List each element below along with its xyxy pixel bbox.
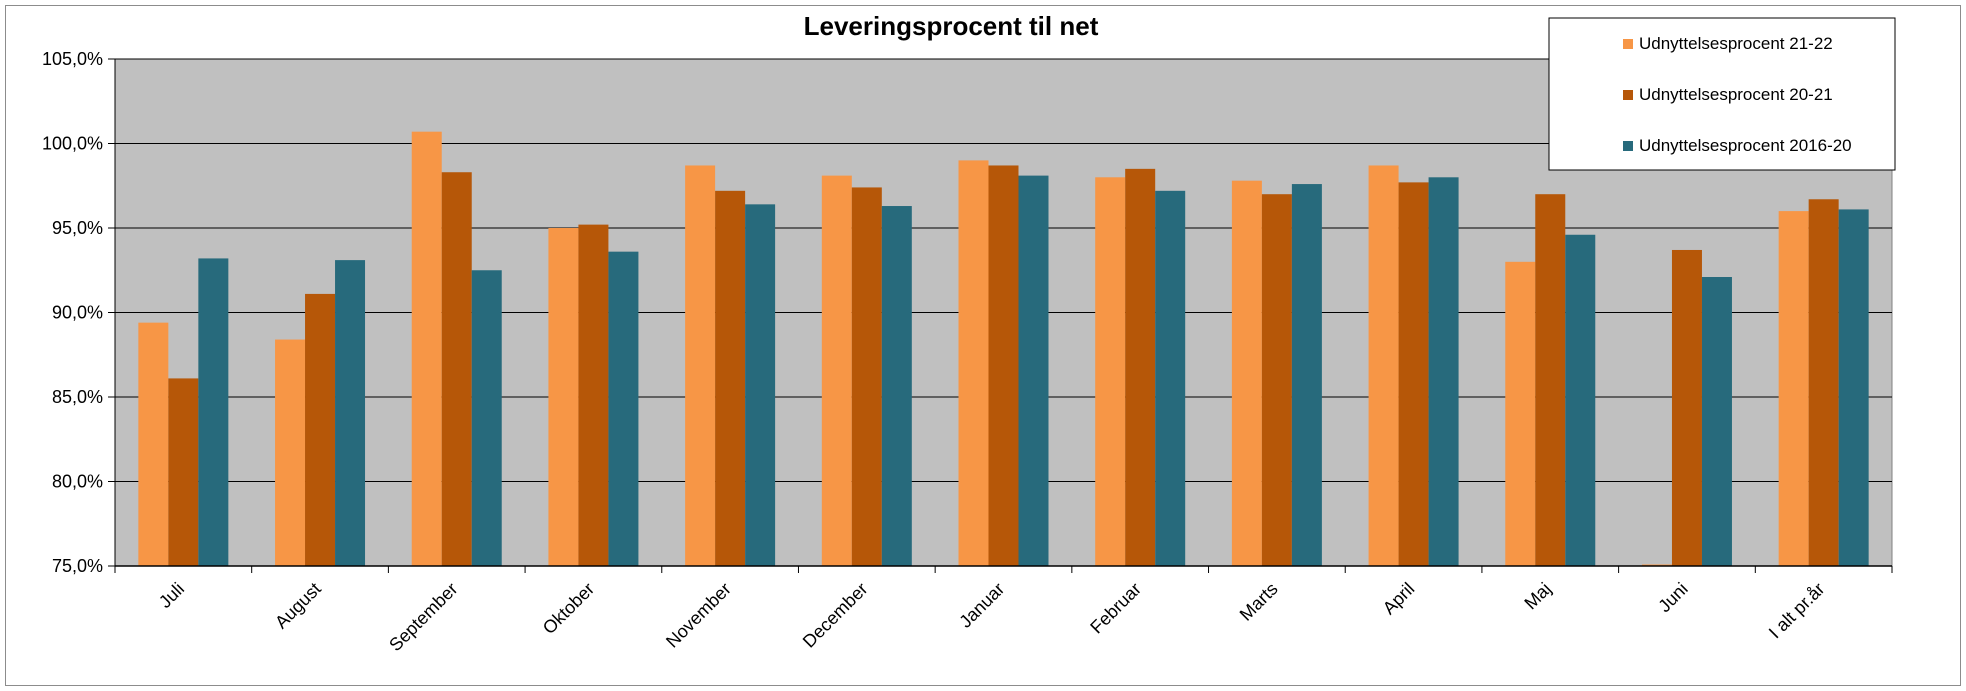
x-tick-label: Marts	[1236, 579, 1282, 625]
legend-label: Udnyttelsesprocent 21-22	[1639, 34, 1833, 53]
bar	[1231, 180, 1262, 566]
bar	[851, 187, 882, 566]
x-tick-label: I alt pr.år	[1765, 579, 1829, 643]
bar	[441, 172, 472, 567]
bar	[988, 165, 1019, 566]
bar	[608, 251, 639, 566]
y-tick-label: 80,0%	[52, 472, 103, 492]
y-tick-label: 100,0%	[42, 134, 103, 154]
bar-chart: Leveringsprocent til net 75,0% 80,0% 85,0%…	[42, 11, 1896, 655]
bar	[1808, 199, 1839, 566]
bar	[1095, 177, 1126, 567]
bar	[305, 293, 336, 566]
legend-box	[1548, 17, 1896, 171]
bar	[168, 378, 199, 566]
bar	[1018, 175, 1049, 567]
bar	[1505, 261, 1536, 566]
bar	[1671, 249, 1702, 566]
y-tick-label: 85,0%	[52, 387, 103, 407]
x-tick-label: Maj	[1520, 579, 1555, 614]
y-tick-label: 95,0%	[52, 218, 103, 238]
bar	[745, 204, 776, 566]
y-tick-label: 105,0%	[42, 49, 103, 69]
bar	[1838, 209, 1869, 566]
legend-swatch	[1623, 90, 1633, 100]
bar	[1701, 277, 1732, 566]
bar	[578, 224, 609, 566]
bar	[685, 165, 716, 566]
legend-label: Udnyttelsesprocent 20-21	[1639, 85, 1833, 104]
y-tick-labels: 75,0% 80,0% 85,0% 90,0% 95,0% 100,0% 105,0%	[42, 49, 103, 576]
bar	[1155, 190, 1186, 566]
bar	[411, 131, 442, 567]
bar	[548, 228, 579, 566]
x-tick-label: April	[1379, 579, 1419, 619]
bar	[958, 160, 989, 566]
bar	[1565, 234, 1596, 566]
bar	[1291, 184, 1322, 566]
axes	[108, 58, 1893, 573]
x-tick-label: Januar	[955, 579, 1008, 632]
bar	[198, 258, 229, 566]
chart-frame: Leveringsprocent til net 75,0% 80,0% 85,0%…	[5, 5, 1961, 686]
bar	[1125, 168, 1156, 566]
x-tick-label: August	[271, 579, 325, 633]
bar	[821, 175, 852, 567]
x-tick-label: November	[662, 579, 735, 652]
bar	[881, 206, 912, 566]
legend-label: Udnyttelsesprocent 2016-20	[1639, 136, 1852, 155]
x-tick-label: Oktober	[539, 579, 598, 638]
bar	[1398, 182, 1429, 566]
chart-title: Leveringsprocent til net	[804, 11, 1099, 41]
x-tick-labels: Juli August September Oktober November Decemb…	[155, 579, 1829, 655]
legend-swatch	[1623, 141, 1633, 151]
x-tick-label: Februar	[1086, 579, 1145, 638]
bars	[138, 131, 1869, 567]
bar	[335, 260, 366, 566]
bar	[471, 270, 502, 566]
x-tick-label: Juli	[155, 579, 188, 612]
bar	[1428, 177, 1459, 567]
bar	[1368, 165, 1399, 566]
x-tick-label: September	[385, 579, 461, 655]
bar	[138, 322, 169, 566]
bar	[275, 339, 306, 566]
legend: Udnyttelsesprocent 21-22 Udnyttelsesproce…	[1548, 17, 1896, 171]
x-tick-label: Juni	[1654, 579, 1691, 616]
bar	[715, 190, 746, 566]
bar	[1535, 194, 1566, 566]
bar	[1261, 194, 1292, 566]
y-tick-label: 90,0%	[52, 303, 103, 323]
bar	[1778, 211, 1809, 566]
y-tick-label: 75,0%	[52, 556, 103, 576]
x-tick-label: December	[799, 579, 872, 652]
legend-swatch	[1623, 39, 1633, 49]
